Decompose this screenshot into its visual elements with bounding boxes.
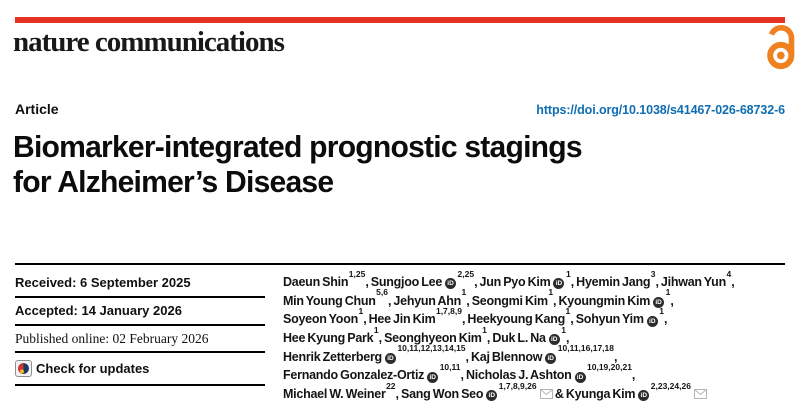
orcid-icon[interactable]: iD	[427, 371, 439, 383]
affiliation-superscript: 1,7,8,9	[435, 305, 462, 316]
author-name: Seongmi Kim	[471, 293, 548, 308]
affiliation-superscript: 10,11,12,13,14,15	[397, 343, 466, 354]
author-name: Kaj Blennow	[470, 349, 543, 364]
author-name: Jihwan Yun	[660, 275, 726, 290]
author-name: Soyeon Yoon	[283, 312, 358, 327]
affiliation-superscript: 1,7,8,9,26	[498, 380, 537, 391]
article-type-label: Article	[15, 101, 59, 117]
author-name: Jehyun Ahn	[393, 293, 461, 308]
author-name: Michael W. Weiner	[283, 387, 386, 402]
author-line: Fernando Gonzalez-Ortiz iD10,11, Nicholas…	[283, 361, 636, 383]
affiliation-superscript: 1	[373, 324, 379, 335]
affiliation-superscript: 1	[565, 268, 571, 279]
author-name: Heekyoung Kang	[467, 312, 566, 327]
author-list: Daeun Shin1,25, Sungjoo Lee iD2,25, Jun P…	[283, 268, 793, 402]
affiliation-superscript: 10,11,16,17,18	[557, 343, 615, 354]
affiliation-superscript: 2,25	[457, 268, 475, 279]
orcid-icon[interactable]: iD	[545, 352, 557, 364]
affiliation-superscript: 5,6	[376, 287, 388, 298]
crossmark-icon	[15, 360, 32, 377]
journal-logo: nature communications	[13, 26, 285, 58]
author-name: Daeun Shin	[283, 275, 349, 290]
author-line: Min Young Chun5,6, Jehyun Ahn1, Seongmi …	[283, 287, 674, 308]
accepted-date: Accepted: 14 January 2026	[15, 303, 182, 318]
author-name: Sungjoo Lee	[370, 275, 443, 290]
published-date: Published online: 02 February 2026	[15, 331, 209, 346]
author-name: Sohyun Yim	[575, 312, 644, 327]
article-title: Biomarker-integrated prognostic stagings…	[13, 129, 770, 199]
orcid-icon[interactable]: iD	[548, 334, 560, 346]
author-name: Fernando Gonzalez-Ortiz	[283, 368, 425, 383]
author-name: Hee Kyung Park	[283, 331, 374, 346]
author-line: Henrik Zetterberg iD10,11,12,13,14,15, Ka…	[283, 343, 618, 364]
affiliation-superscript: 3	[650, 268, 656, 279]
author-name: Seonghyeon Kim	[384, 331, 482, 346]
author-name: Nicholas J. Ashton	[465, 368, 572, 383]
affiliation-superscript: 4	[726, 268, 732, 279]
affiliation-superscript: 1	[561, 324, 566, 335]
title-line-1: Biomarker-integrated prognostic stagings	[13, 129, 583, 164]
orcid-icon[interactable]: iD	[486, 390, 498, 402]
footer-rule	[15, 384, 265, 386]
orcid-icon[interactable]: iD	[646, 315, 658, 327]
check-updates-label: Check for updates	[36, 361, 150, 376]
affiliation-superscript: 2,23,24,26	[650, 380, 691, 391]
affiliation-superscript: 1	[358, 305, 364, 316]
masthead-accent-bar	[15, 17, 785, 23]
author-line: Michael W. Weiner22, Sang Won Seo iD1,7,8…	[283, 380, 793, 402]
author-name: Henrik Zetterberg	[283, 349, 382, 364]
title-line-2: for Alzheimer’s Disease	[13, 164, 334, 199]
orcid-icon[interactable]: iD	[553, 278, 565, 290]
doi-link[interactable]: https://doi.org/10.1038/s41467-026-68732…	[536, 103, 785, 117]
author-line: Hee Kyung Park1, Seonghyeon Kim1, Duk L.…	[283, 324, 570, 346]
email-icon[interactable]	[693, 386, 707, 405]
author-name: Jun Pyo Kim	[479, 275, 551, 290]
affiliation-superscript: 1	[565, 305, 571, 316]
orcid-icon[interactable]: iD	[574, 371, 586, 383]
author-name: Kyunga Kim	[565, 387, 636, 402]
author-name: Hyemin Jang	[576, 275, 651, 290]
affiliation-superscript: 10,19,20,21	[587, 361, 632, 372]
affiliation-superscript: 1	[461, 287, 467, 298]
author-name: Kyoungmin Kim	[558, 293, 651, 308]
affiliation-superscript: 1	[482, 324, 487, 335]
author-name: Sang Won Seo	[401, 387, 484, 402]
author-name: Duk L. Na	[492, 331, 546, 346]
check-updates-link[interactable]: Check for updates	[15, 360, 149, 377]
author-name: Hee Jin Kim	[368, 312, 436, 327]
affiliation-superscript: 1	[665, 287, 671, 298]
affiliation-superscript: 1	[548, 287, 554, 298]
orcid-icon[interactable]: iD	[653, 296, 665, 308]
affiliation-superscript: 1	[659, 305, 664, 316]
divider-rule	[15, 296, 265, 298]
author-line: Soyeon Yoon1, Hee Jin Kim1,7,8,9, Heekyo…	[283, 305, 668, 327]
author-name: Min Young Chun	[283, 293, 376, 308]
open-access-icon	[767, 24, 795, 70]
email-icon[interactable]	[539, 386, 553, 405]
affiliation-superscript: 22	[386, 380, 396, 391]
affiliation-superscript: 1,25	[348, 268, 366, 279]
divider-rule	[15, 324, 265, 326]
received-date: Received: 6 September 2025	[15, 275, 191, 290]
author-line: Daeun Shin1,25, Sungjoo Lee iD2,25, Jun P…	[283, 268, 735, 290]
orcid-icon[interactable]: iD	[445, 278, 457, 290]
divider-rule	[15, 351, 265, 353]
header-rule	[15, 263, 785, 265]
affiliation-superscript: 10,11	[439, 361, 461, 372]
orcid-icon[interactable]: iD	[384, 352, 396, 364]
orcid-icon[interactable]: iD	[638, 390, 650, 402]
